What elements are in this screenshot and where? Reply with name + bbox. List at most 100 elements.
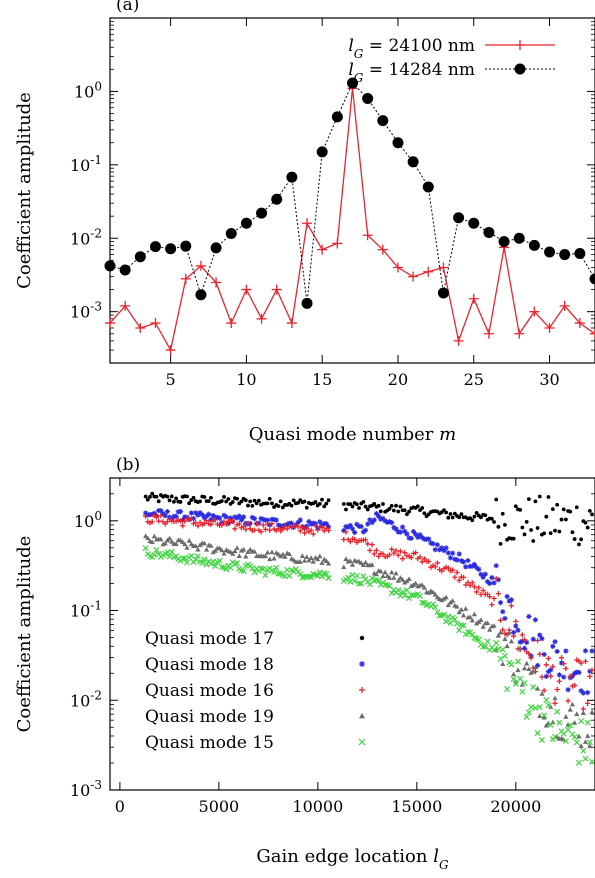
panel-b-data-point [280,551,286,557]
panel-b-data-point [557,529,562,534]
panel-b-data-point [474,511,479,515]
panel-b-data-point [445,602,451,608]
panel-b-data-point [582,739,589,744]
panel-b-data-point [480,574,486,580]
panel-b-data-point [415,504,420,509]
panel-b-data-point [273,564,280,571]
panel-b-data-point [319,560,325,565]
panel-b-data-point [526,497,531,502]
panel-b-data-point [478,591,484,598]
panel-a-data-point [529,306,540,317]
panel-b-data-point [471,584,478,590]
panel-b-data-point [295,524,301,530]
panel-b-data-point [391,525,397,531]
panel-b-data-point [484,579,491,585]
panel-b-data-point [151,533,157,539]
panel-b-legend-label: Quasi mode 16 [145,681,274,701]
panel-b-data-point [554,648,560,655]
panel-b-data-point [533,499,538,504]
panel-b-data-point [238,517,245,523]
panel-b-data-point [341,502,346,506]
panel-b-data-point [452,556,458,562]
panel-a-data-point [590,328,595,339]
panel-b-data-point [166,535,173,541]
panel-b-data-point [474,589,480,595]
panel-a-x-tick-label: 10 [236,370,256,389]
panel-b-data-point [440,611,447,618]
panel-b-data-point [156,518,162,524]
panel-b-data-point [476,566,482,572]
panel-b-data-point [297,571,304,578]
panel-b-y-tick-label: 100 [74,509,102,531]
panel-b-data-point [487,580,493,587]
panel-b-data-point [358,580,365,587]
panel-b-data-point [262,553,268,558]
panel-b-data-point [260,522,266,528]
panel-b-data-point [407,509,412,514]
panel-b-data-point [395,578,401,583]
panel-b-legend: Quasi mode 17 Quasi mode 18 Quasi mode 16 Q… [145,629,366,753]
panel-b-data-point [343,556,349,561]
panel-b-data-point [541,687,547,694]
panel-b-data-point [436,612,443,619]
panel-b-y-ticks: 10-3 10-2 10-1 100 [70,477,595,800]
panel-b-data-point [430,589,436,595]
panel-b-data-point [201,556,208,563]
panel-b-data-point [243,526,249,533]
panel-b-data-point [208,521,214,528]
panel-a-data-point [149,241,161,253]
panel-b-data-point [291,498,296,503]
panel-b-data-point [587,668,593,674]
panel-b-data-point [201,540,208,546]
panel-a-data-point [241,284,252,295]
panel-a-y-axis-label: Coefficient amplitude [14,92,35,289]
panel-b-data-point [480,624,486,629]
panel-a-data-point [180,240,192,252]
panel-b-data-point [373,510,380,517]
panel-b-data-point [369,562,375,567]
panel-b-data-point [192,556,199,563]
panel-b-data-point [310,520,316,526]
panel-b-data-point [191,495,196,500]
panel-b-data-point [532,704,539,712]
panel-b-data-point [508,638,515,644]
panel-a-data-point [574,248,586,260]
panel-b-data-point [271,516,277,523]
panel-b-data-point [519,632,525,638]
panel-b-data-point [212,517,218,523]
panel-b-data-point [443,594,449,600]
panel-b-data-point [345,524,351,530]
panel-b-data-point [308,574,315,581]
panel-b-data-point [528,670,534,675]
panel-b-data-point [180,539,186,545]
panel-b-data-point [393,570,399,576]
panel-b-data-point [502,615,508,622]
panel-b-data-point [517,645,523,651]
panel-a-data-point [286,318,297,329]
panel-b-data-point [151,551,158,558]
panel-a-data-point [210,242,222,254]
panel-b-data-point [543,673,549,680]
panel-a-x-ticks: 5 10 15 20 25 30 [166,18,560,389]
panel-a-x-axis-label: Quasi mode number m [249,424,456,445]
panel-b-data-point [539,674,545,680]
panel-a-data-point [256,207,268,219]
panel-b-data-point [315,556,321,562]
panel-b-data-point [360,529,366,535]
panel-b-data-point [432,604,439,611]
panel-b-data-point [450,550,456,556]
panel-b-legend-marker [359,635,365,641]
panel-b-data-point [483,513,488,518]
panel-b-data-point [554,708,561,715]
panel-b-data-point [515,667,521,673]
panel-b-data-point [484,620,491,625]
panel-b-data-point [491,595,497,602]
panel-b-data-point [286,551,292,557]
panel-b-data-point [365,541,371,547]
panel-b-data-point [326,498,331,503]
panel-b-data-point [585,733,591,738]
panel-b-data-point [408,535,414,541]
panel-b-data-point [403,587,410,594]
panel-b-data-point [275,522,282,528]
panel-b-data-point [420,506,425,510]
